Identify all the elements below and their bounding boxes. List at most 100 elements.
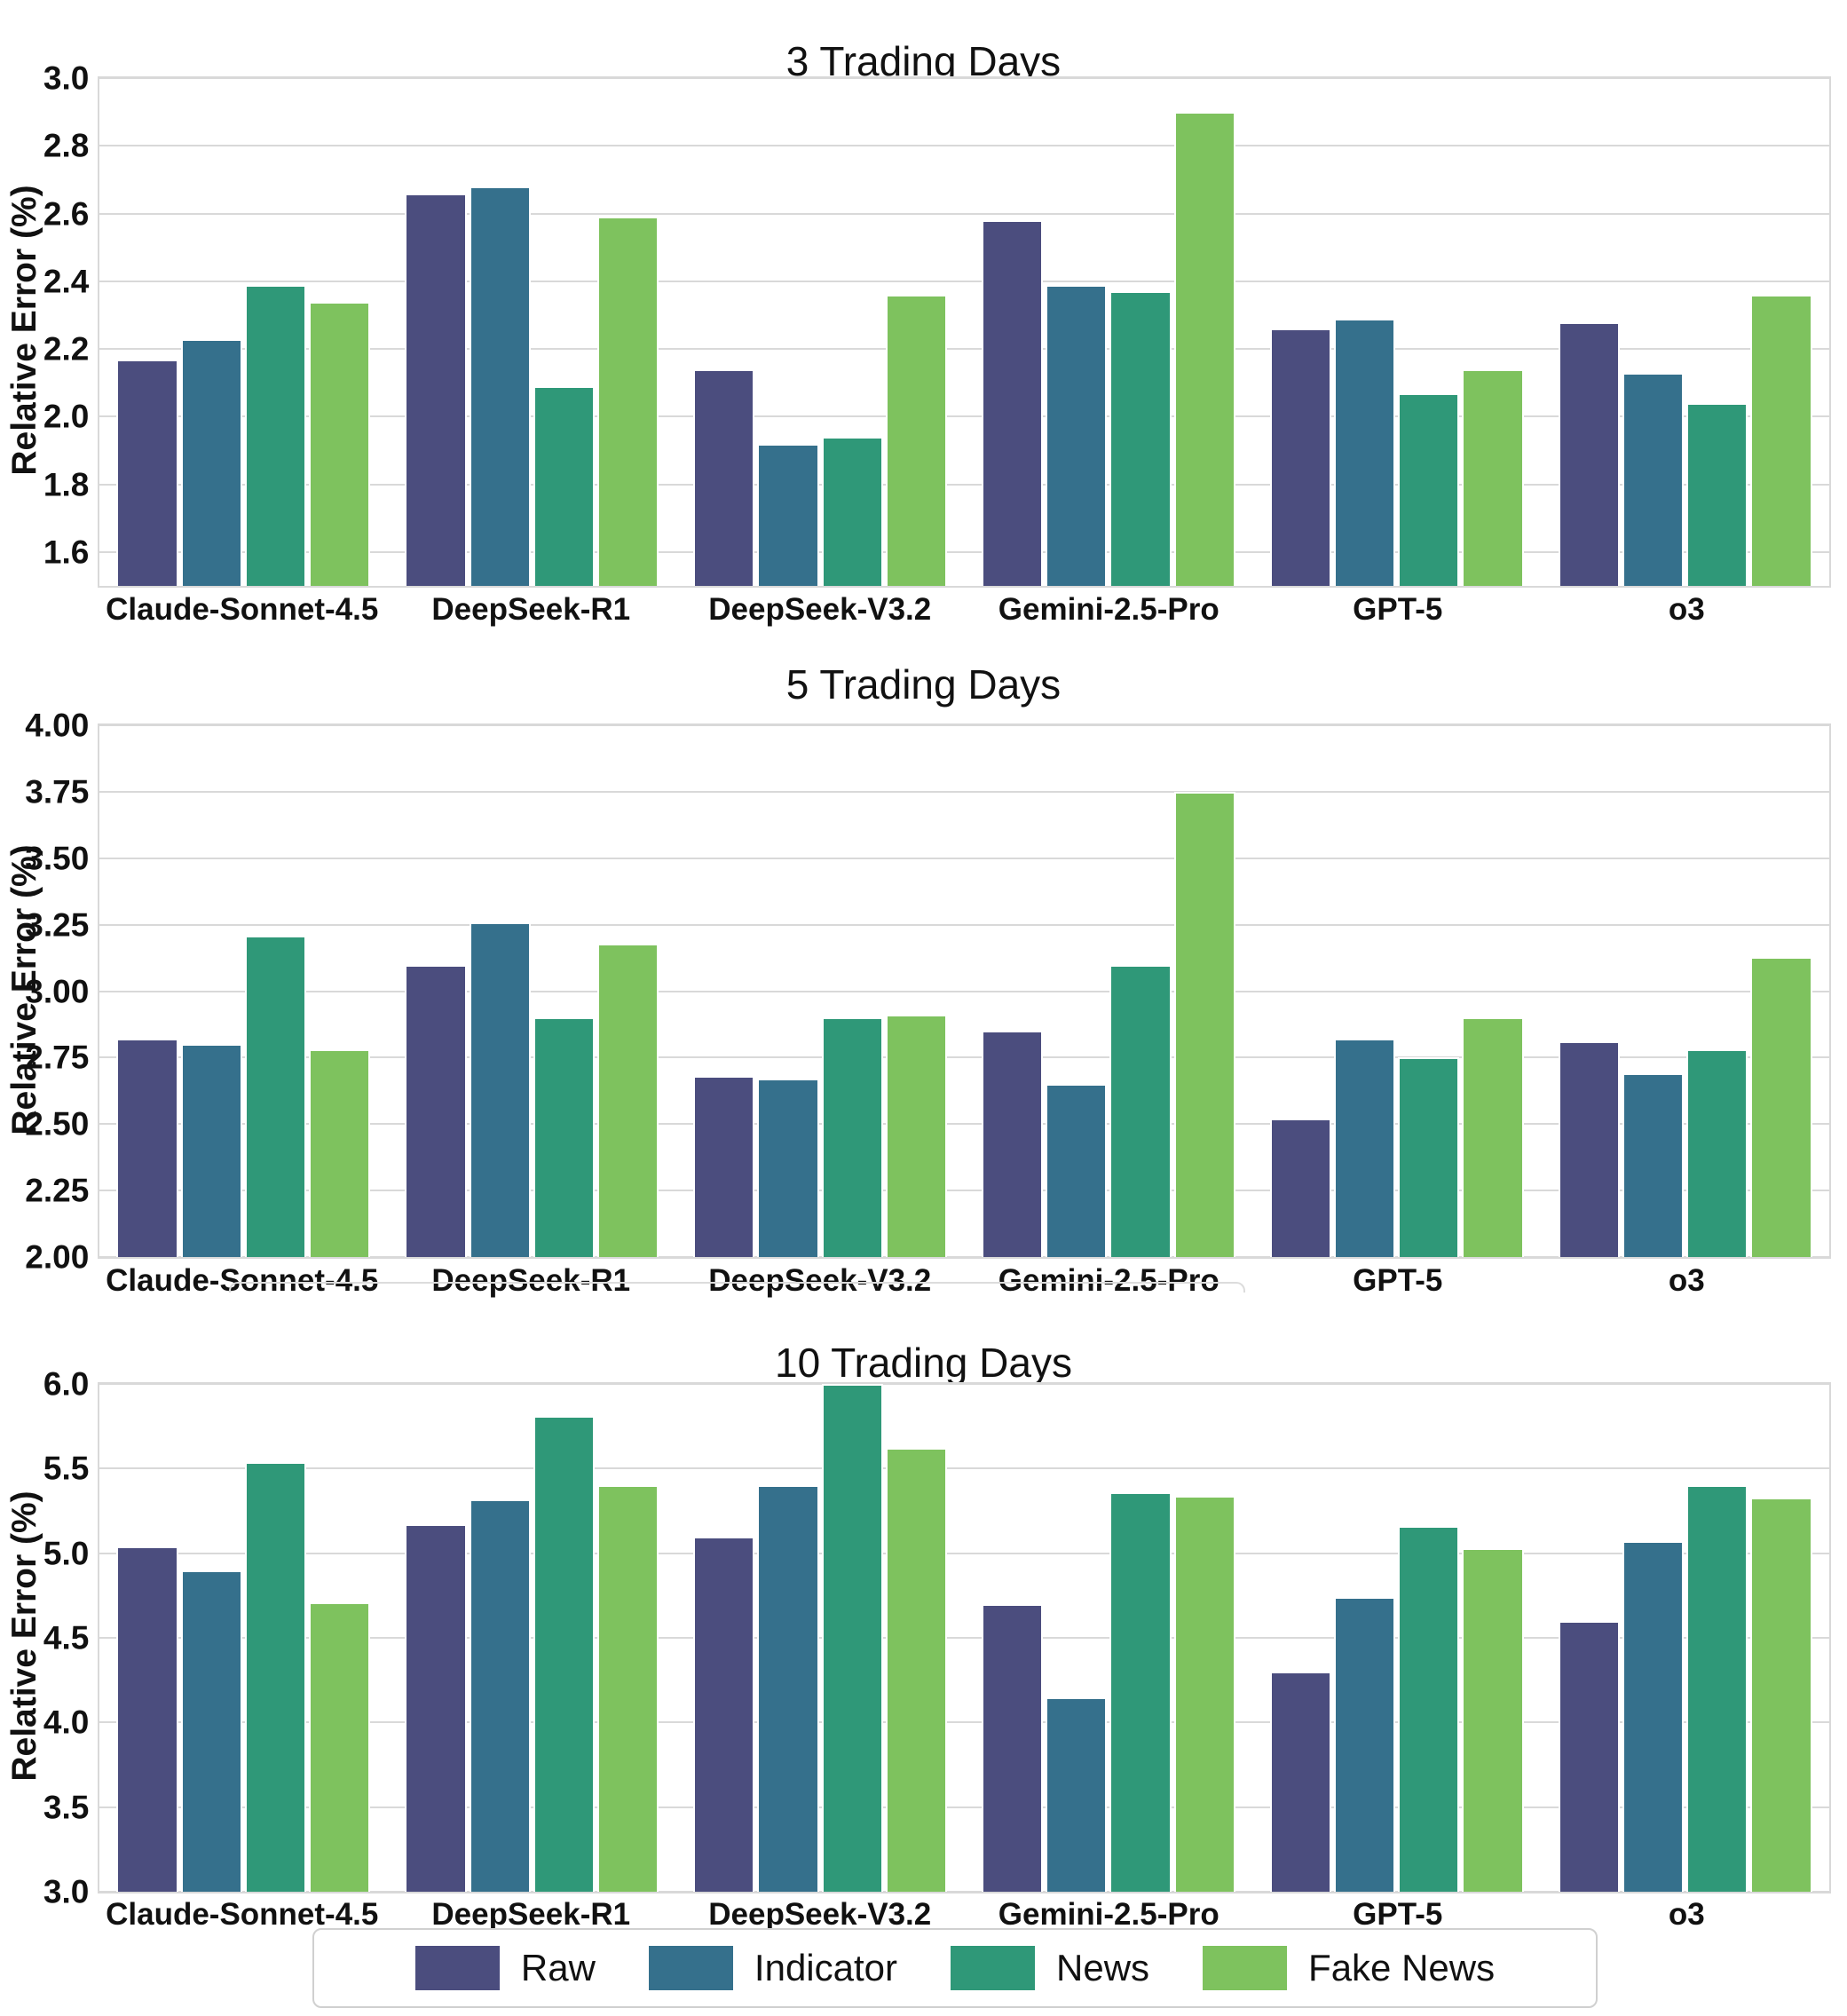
- x-category-label: GPT-5: [1353, 1897, 1443, 1932]
- bar-indicator: [180, 1569, 242, 1892]
- y-tick-label: 3.5: [43, 1789, 90, 1826]
- y-tick-label: 2.00: [25, 1238, 90, 1276]
- bar-indicator: [1046, 284, 1108, 586]
- bar-news: [821, 437, 883, 586]
- bar-raw: [405, 1524, 467, 1892]
- y-tick-label: 3.0: [43, 1873, 90, 1910]
- bar-groups: [99, 78, 1829, 586]
- gridline: [99, 1256, 1829, 1258]
- bar-raw: [116, 1039, 178, 1257]
- bar-fake-news: [309, 1601, 371, 1892]
- y-tick-label: 5.5: [43, 1450, 90, 1487]
- x-category-label: Claude-Sonnet-4.5: [106, 1263, 379, 1298]
- chart-title-5-days: 5 Trading Days: [785, 661, 1062, 708]
- bar-group: [964, 725, 1252, 1257]
- bar-raw: [1558, 1620, 1620, 1892]
- bar-fake-news: [1462, 1547, 1524, 1892]
- chart-title-10-days: 10 Trading Days: [775, 1340, 1072, 1387]
- plot-area-5-days: 4.00 3.75 3.50 3.25 3.00 2.75 2.50 2.25 2.00: [25, 709, 1831, 1274]
- bar-raw: [981, 1603, 1044, 1892]
- plot-area-10-days: 6.0 5.5 5.0 4.5 4.0 3.5 3.0: [43, 1368, 1831, 1909]
- bar-indicator: [1622, 1541, 1685, 1892]
- legend-item-indicator: Indicator: [648, 1946, 898, 1990]
- x-axis-labels-10-days: Claude-Sonnet-4.5 DeepSeek-R1 DeepSeek-V3.…: [98, 1897, 1831, 1933]
- bar-raw: [1558, 321, 1620, 586]
- gridline: [99, 145, 1829, 147]
- x-category-label: Claude-Sonnet-4.5: [106, 592, 379, 627]
- bar-group: [99, 78, 388, 586]
- bar-raw: [693, 1536, 755, 1892]
- bar-group-inner: [693, 725, 948, 1257]
- x-category-label: DeepSeek-V3.2: [708, 592, 932, 627]
- bar-raw: [981, 220, 1044, 586]
- bar-raw: [405, 964, 467, 1257]
- gridline: [99, 550, 1829, 553]
- legend-swatch-fake-news: [1203, 1946, 1288, 1990]
- gridline: [99, 1056, 1829, 1059]
- bar-indicator: [757, 1079, 819, 1257]
- bar-news: [244, 284, 307, 586]
- bar-group: [1541, 78, 1829, 586]
- x-category-label: Gemini-2.5-Pro: [998, 1263, 1219, 1298]
- bar-fake-news: [1173, 1495, 1235, 1892]
- bar-fake-news: [596, 1485, 659, 1892]
- gridline: [99, 724, 1829, 726]
- bar-group-inner: [116, 725, 371, 1257]
- bar-fake-news: [1750, 956, 1812, 1257]
- bar-group: [99, 725, 388, 1257]
- bar-raw: [116, 1546, 178, 1892]
- bar-group: [388, 1384, 676, 1892]
- bar-news: [244, 935, 307, 1257]
- y-tick-label: 5.0: [43, 1535, 90, 1572]
- bar-raw: [981, 1031, 1044, 1257]
- bar-indicator: [1622, 372, 1685, 586]
- bar-raw: [1558, 1041, 1620, 1257]
- y-tick-label: 4.0: [43, 1704, 90, 1741]
- bar-news: [1109, 1492, 1172, 1892]
- bar-fake-news: [1750, 1497, 1812, 1892]
- gridline: [99, 1806, 1829, 1808]
- bar-indicator: [1046, 1696, 1108, 1892]
- bar-group: [676, 725, 965, 1257]
- bar-fake-news: [1750, 295, 1812, 586]
- y-tick-label: 2.8: [43, 127, 90, 164]
- bar-group-inner: [405, 78, 659, 586]
- bar-news: [533, 1416, 595, 1892]
- bar-raw: [1269, 1672, 1332, 1892]
- bar-fake-news: [309, 1049, 371, 1257]
- gridline: [99, 990, 1829, 992]
- bar-indicator: [1334, 1039, 1396, 1257]
- bar-news: [244, 1461, 307, 1892]
- legend-item-fake-news: Fake News: [1203, 1946, 1495, 1990]
- y-tick-label: 2.50: [25, 1105, 90, 1142]
- bar-fake-news: [885, 1015, 948, 1257]
- x-axis-labels-3-days: Claude-Sonnet-4.5 DeepSeek-R1 DeepSeek-V3.…: [98, 592, 1831, 628]
- x-category-label: o3: [1668, 1263, 1705, 1298]
- bar-group-inner: [1269, 1384, 1524, 1892]
- x-category-label: DeepSeek-R1: [431, 1897, 631, 1932]
- bar-indicator: [757, 443, 819, 586]
- y-tick-label: 2.75: [25, 1039, 90, 1076]
- bar-fake-news: [309, 301, 371, 586]
- legend-swatch-raw: [414, 1946, 500, 1990]
- bar-group: [1252, 1384, 1541, 1892]
- clipped-legend-frame: [229, 1282, 1245, 1293]
- bar-group-inner: [981, 78, 1235, 586]
- y-tick-label: 2.25: [25, 1172, 90, 1209]
- plot-area-3-days: 3.0 2.8 2.6 2.4 2.2 2.0 1.8 1.6: [43, 62, 1831, 588]
- legend-label-raw: Raw: [520, 1947, 596, 1988]
- gridline: [99, 1891, 1829, 1893]
- bar-fake-news: [1462, 368, 1524, 586]
- y-tick-label: 3.75: [25, 773, 90, 810]
- legend-label-fake-news: Fake News: [1308, 1947, 1496, 1988]
- legend-label-indicator: Indicator: [754, 1947, 898, 1988]
- x-category-label: GPT-5: [1353, 592, 1443, 627]
- legend-item-raw: Raw: [414, 1946, 596, 1990]
- gridline: [99, 923, 1829, 926]
- gridline: [99, 790, 1829, 793]
- bar-indicator: [469, 1498, 531, 1892]
- gridline: [99, 857, 1829, 859]
- bar-fake-news: [885, 295, 948, 586]
- x-category-label: DeepSeek-R1: [431, 592, 631, 627]
